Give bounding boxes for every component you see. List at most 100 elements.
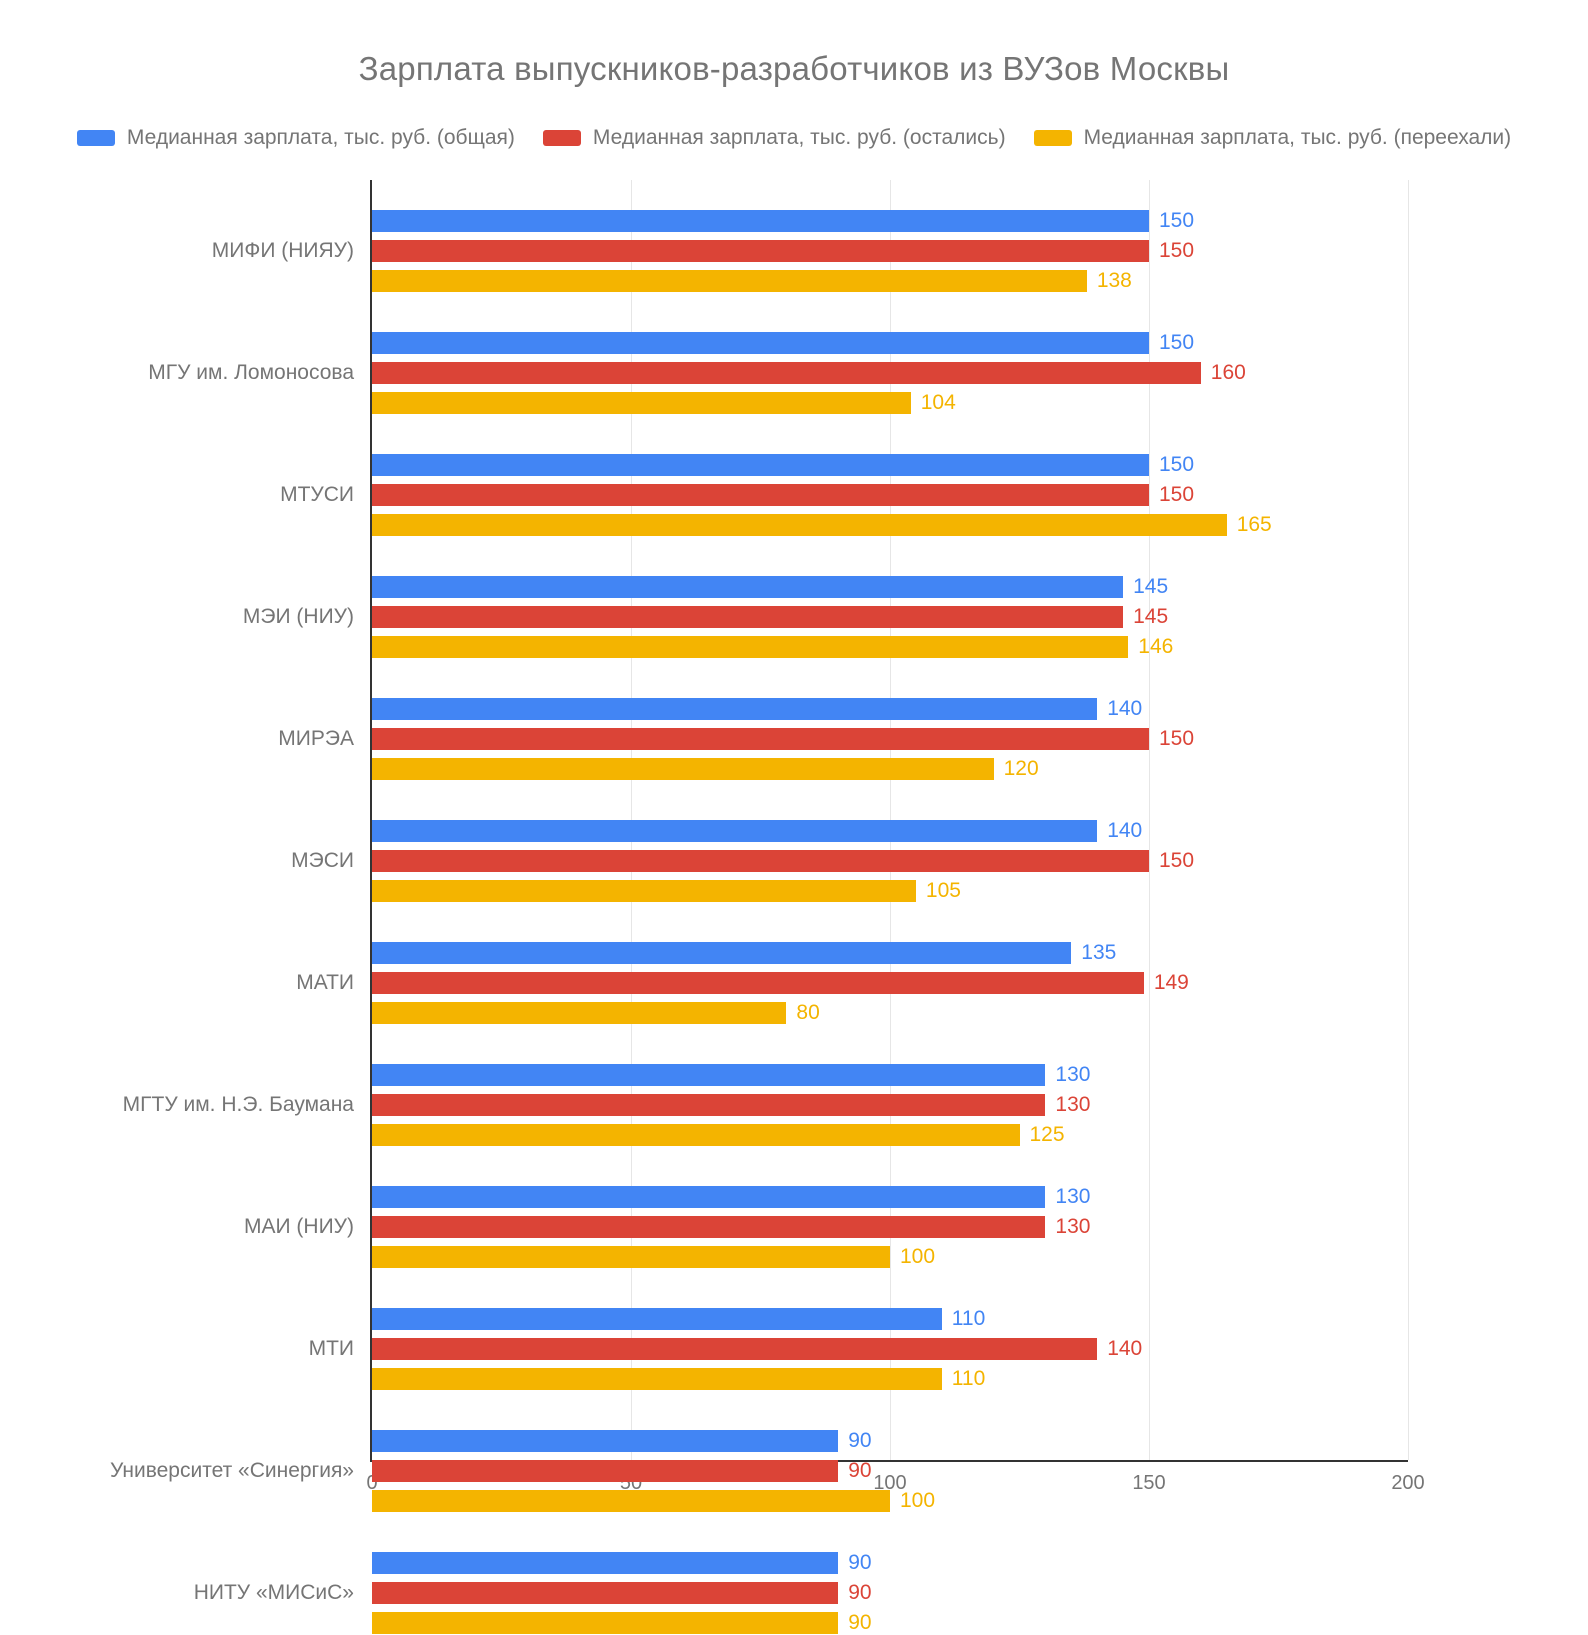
bar: 146 bbox=[372, 636, 1128, 658]
legend-item: Медианная зарплата, тыс. руб. (остались) bbox=[543, 126, 1006, 150]
category-label: МТУСИ bbox=[280, 483, 372, 507]
bar-group: МТИ110140110 bbox=[372, 1308, 1408, 1390]
bar-value-label: 165 bbox=[1227, 513, 1272, 537]
bar-value-label: 90 bbox=[838, 1581, 871, 1605]
legend-label: Медианная зарплата, тыс. руб. (общая) bbox=[127, 126, 515, 150]
bar-value-label: 135 bbox=[1071, 941, 1116, 965]
bar: 130 bbox=[372, 1094, 1045, 1116]
bar-value-label: 110 bbox=[942, 1367, 985, 1391]
bar-group: МЭСИ140150105 bbox=[372, 820, 1408, 902]
bar-value-label: 140 bbox=[1097, 697, 1142, 721]
bar: 140 bbox=[372, 820, 1097, 842]
bar: 130 bbox=[372, 1064, 1045, 1086]
bar: 100 bbox=[372, 1490, 890, 1512]
bar: 104 bbox=[372, 392, 911, 414]
category-label: МАТИ bbox=[296, 971, 372, 995]
bar-group: НИТУ «МИСиС»909090 bbox=[372, 1552, 1408, 1634]
chart-legend: Медианная зарплата, тыс. руб. (общая) Мед… bbox=[60, 126, 1528, 150]
bar: 135 bbox=[372, 942, 1071, 964]
bar: 90 bbox=[372, 1460, 838, 1482]
bar: 140 bbox=[372, 698, 1097, 720]
bar-value-label: 104 bbox=[911, 391, 956, 415]
bar-group: МАИ (НИУ)130130100 bbox=[372, 1186, 1408, 1268]
bar: 150 bbox=[372, 850, 1149, 872]
bar: 80 bbox=[372, 1002, 786, 1024]
category-label: МЭИ (НИУ) bbox=[243, 605, 372, 629]
legend-label: Медианная зарплата, тыс. руб. (переехали… bbox=[1084, 126, 1512, 150]
bar: 125 bbox=[372, 1124, 1020, 1146]
chart-container: Зарплата выпускников-разработчиков из ВУ… bbox=[0, 0, 1588, 1600]
bar: 130 bbox=[372, 1216, 1045, 1238]
bar-value-label: 130 bbox=[1045, 1093, 1090, 1117]
bar-group: МИФИ (НИЯУ)150150138 bbox=[372, 210, 1408, 292]
bar: 145 bbox=[372, 606, 1123, 628]
bar: 138 bbox=[372, 270, 1087, 292]
legend-swatch bbox=[1034, 130, 1072, 146]
bar-value-label: 100 bbox=[890, 1489, 935, 1513]
bar-value-label: 140 bbox=[1097, 819, 1142, 843]
legend-item: Медианная зарплата, тыс. руб. (общая) bbox=[77, 126, 515, 150]
bar-value-label: 125 bbox=[1020, 1123, 1065, 1147]
bar-value-label: 145 bbox=[1123, 605, 1168, 629]
bar: 90 bbox=[372, 1430, 838, 1452]
bar: 150 bbox=[372, 484, 1149, 506]
bar-value-label: 90 bbox=[838, 1459, 871, 1483]
chart-plot-area: 050100150200МИФИ (НИЯУ)150150138МГУ им. … bbox=[370, 180, 1408, 1462]
chart-title: Зарплата выпускников-разработчиков из ВУ… bbox=[60, 50, 1528, 88]
bar-value-label: 160 bbox=[1201, 361, 1246, 385]
bar-group: МАТИ13514980 bbox=[372, 942, 1408, 1024]
bar: 100 bbox=[372, 1246, 890, 1268]
bar: 110 bbox=[372, 1308, 942, 1330]
bar-value-label: 138 bbox=[1087, 269, 1132, 293]
category-label: МЭСИ bbox=[291, 849, 372, 873]
bar-value-label: 150 bbox=[1149, 239, 1194, 263]
bar: 90 bbox=[372, 1612, 838, 1634]
bar-value-label: 146 bbox=[1128, 635, 1173, 659]
bar: 120 bbox=[372, 758, 994, 780]
category-label: МГУ им. Ломоносова bbox=[148, 361, 372, 385]
bar-value-label: 150 bbox=[1149, 209, 1194, 233]
bar: 150 bbox=[372, 728, 1149, 750]
category-label: МГТУ им. Н.Э. Баумана bbox=[123, 1093, 372, 1117]
bar-value-label: 145 bbox=[1123, 575, 1168, 599]
bar: 150 bbox=[372, 332, 1149, 354]
category-label: МИФИ (НИЯУ) bbox=[212, 239, 372, 263]
legend-swatch bbox=[77, 130, 115, 146]
bar: 90 bbox=[372, 1582, 838, 1604]
bar-value-label: 150 bbox=[1149, 483, 1194, 507]
bar-value-label: 90 bbox=[838, 1611, 871, 1635]
bar-value-label: 150 bbox=[1149, 331, 1194, 355]
bar: 105 bbox=[372, 880, 916, 902]
legend-swatch bbox=[543, 130, 581, 146]
bar-value-label: 130 bbox=[1045, 1185, 1090, 1209]
bar-value-label: 105 bbox=[916, 879, 961, 903]
bar-group: МИРЭА140150120 bbox=[372, 698, 1408, 780]
bar: 90 bbox=[372, 1552, 838, 1574]
bar-value-label: 150 bbox=[1149, 453, 1194, 477]
bar: 150 bbox=[372, 240, 1149, 262]
bar-group: МТУСИ150150165 bbox=[372, 454, 1408, 536]
category-label: Университет «Синергия» bbox=[110, 1459, 372, 1483]
bar-value-label: 130 bbox=[1045, 1063, 1090, 1087]
category-label: МТИ bbox=[309, 1337, 372, 1361]
bar-group: МГУ им. Ломоносова150160104 bbox=[372, 332, 1408, 414]
gridline bbox=[1408, 180, 1409, 1460]
bar: 145 bbox=[372, 576, 1123, 598]
bar-value-label: 150 bbox=[1149, 849, 1194, 873]
bar-value-label: 100 bbox=[890, 1245, 935, 1269]
bar: 149 bbox=[372, 972, 1144, 994]
bar: 150 bbox=[372, 454, 1149, 476]
bar-value-label: 120 bbox=[994, 757, 1039, 781]
bar-value-label: 130 bbox=[1045, 1215, 1090, 1239]
legend-label: Медианная зарплата, тыс. руб. (остались) bbox=[593, 126, 1006, 150]
bar: 130 bbox=[372, 1186, 1045, 1208]
bar-value-label: 90 bbox=[838, 1551, 871, 1575]
bar-group: Университет «Синергия»9090100 bbox=[372, 1430, 1408, 1512]
bar-value-label: 150 bbox=[1149, 727, 1194, 751]
bar: 110 bbox=[372, 1368, 942, 1390]
bar: 160 bbox=[372, 362, 1201, 384]
bar-value-label: 110 bbox=[942, 1307, 985, 1331]
bar-value-label: 149 bbox=[1144, 971, 1189, 995]
bar-group: МЭИ (НИУ)145145146 bbox=[372, 576, 1408, 658]
bar-value-label: 140 bbox=[1097, 1337, 1142, 1361]
